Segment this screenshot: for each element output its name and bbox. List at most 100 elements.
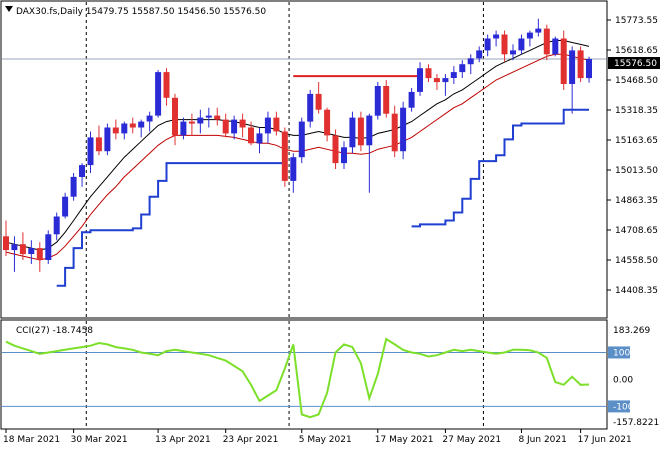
candle-body-65	[552, 38, 559, 55]
candle-body-6	[53, 216, 60, 235]
candle-33	[281, 127, 288, 187]
candle-68	[577, 46, 584, 83]
candle-body-37	[315, 93, 322, 110]
cci-plot-layer	[2, 321, 606, 428]
candle-body-0	[3, 236, 9, 251]
candle-30	[256, 127, 263, 154]
candle-0	[3, 220, 9, 257]
candle-body-21	[180, 121, 187, 136]
candle-38	[324, 107, 331, 142]
candle-body-24	[205, 115, 212, 118]
candle-body-39	[332, 135, 339, 164]
candle-body-19	[163, 72, 170, 98]
candle-27	[231, 115, 238, 140]
candle-body-15	[129, 123, 136, 128]
candle-45	[383, 80, 390, 118]
candle-35	[298, 117, 305, 164]
candle-body-25	[214, 115, 221, 120]
main-y-tick-label-4: 15163.65	[615, 136, 658, 146]
cci-y-tick-label-1: 100	[613, 348, 630, 358]
candle-6	[53, 212, 60, 241]
candle-56	[476, 46, 483, 63]
candle-body-49	[417, 68, 423, 92]
candle-55	[467, 54, 474, 75]
candle-body-66	[560, 38, 567, 84]
candle-44	[374, 82, 381, 120]
candle-body-29	[248, 127, 254, 144]
candle-61	[518, 34, 525, 55]
candle-body-3	[28, 248, 35, 254]
candle-31	[264, 111, 271, 144]
candle-body-54	[459, 64, 466, 73]
candle-22	[188, 113, 195, 136]
x-tick-label-6: 27 May 2021	[442, 435, 501, 445]
candle-body-30	[256, 133, 263, 144]
candle-body-20	[172, 97, 178, 136]
candle-43	[366, 113, 373, 193]
candle-body-9	[79, 165, 85, 177]
main-y-tick-label-0: 15773.55	[615, 16, 658, 26]
candle-body-32	[273, 117, 280, 132]
main-y-tick-label-8: 14558.50	[615, 256, 658, 266]
cci-level-tag-bg-3	[608, 400, 630, 413]
step-line-1	[411, 108, 589, 228]
candle-body-18	[155, 72, 162, 116]
candle-49	[417, 62, 423, 96]
candle-32	[273, 111, 280, 136]
candle-3	[28, 240, 35, 264]
candle-66	[560, 30, 567, 90]
candle-62	[526, 30, 533, 47]
candle-body-36	[307, 93, 314, 122]
candle-59	[501, 30, 508, 63]
candle-34	[290, 153, 297, 193]
candle-body-13	[112, 127, 119, 134]
candle-body-33	[281, 131, 288, 181]
candle-body-50	[425, 68, 432, 79]
candle-body-52	[442, 78, 449, 83]
candle-body-56	[476, 50, 483, 59]
main-y-tick-label-3: 15318.35	[615, 106, 658, 116]
candle-8	[70, 172, 77, 201]
candle-body-7	[62, 196, 69, 217]
cci-y-tick-label-2: 0.00	[613, 375, 633, 385]
candle-65	[552, 36, 559, 57]
candle-body-57	[484, 38, 491, 51]
candle-1	[11, 236, 18, 272]
candle-67	[569, 46, 576, 114]
x-tick-label-4: 5 May 2021	[299, 435, 352, 445]
candle-37	[315, 82, 322, 114]
candle-body-68	[577, 50, 584, 79]
candle-20	[172, 93, 178, 146]
candle-15	[129, 117, 136, 134]
x-tick-label-5: 17 May 2021	[375, 435, 434, 445]
candle-body-69	[586, 59, 592, 79]
candle-body-16	[138, 121, 145, 128]
step-line-0	[56, 162, 285, 287]
candle-body-2	[19, 244, 26, 255]
candle-body-34	[290, 157, 297, 181]
candle-25	[214, 107, 221, 126]
candle-body-59	[501, 34, 508, 55]
candle-47	[400, 101, 407, 160]
candle-17	[146, 111, 153, 132]
cci-level-tag-bg-1	[608, 346, 630, 359]
candle-64	[543, 24, 550, 61]
candle-50	[425, 64, 432, 83]
candle-body-22	[188, 121, 195, 124]
candle-body-60	[510, 50, 516, 55]
candle-body-61	[518, 38, 525, 51]
x-tick-label-1: 30 Mar 2021	[71, 435, 128, 445]
candle-body-35	[298, 121, 305, 158]
candle-body-47	[400, 107, 407, 152]
candle-42	[357, 111, 364, 152]
candle-body-46	[391, 113, 398, 152]
candle-body-1	[11, 244, 18, 251]
candle-39	[332, 129, 339, 170]
candle-11	[95, 125, 102, 156]
candle-48	[408, 87, 415, 112]
candle-body-51	[433, 78, 440, 83]
candle-body-31	[264, 117, 271, 134]
candle-12	[104, 123, 111, 156]
candle-36	[307, 89, 314, 128]
candle-body-17	[146, 115, 153, 122]
